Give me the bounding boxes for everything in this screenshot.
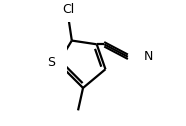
- Text: N: N: [144, 50, 153, 63]
- Text: Cl: Cl: [62, 3, 74, 16]
- Text: S: S: [47, 56, 55, 70]
